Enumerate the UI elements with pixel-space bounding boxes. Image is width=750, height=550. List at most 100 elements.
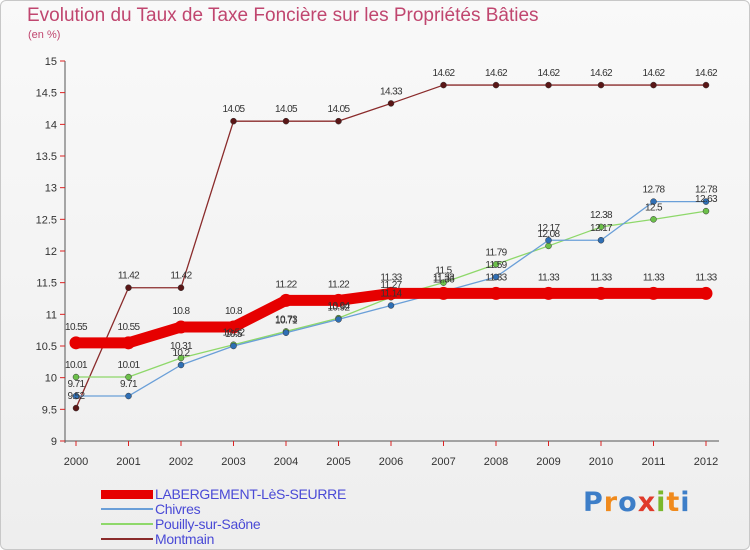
axes: 9 9.5 10 10.5 11 11.5 12 12.5 13 13.5 14 14.5 15 2000…	[36, 56, 719, 468]
data-label: 10.8	[172, 306, 190, 317]
logo-letter: r	[603, 487, 619, 518]
data-label: 12.17	[537, 223, 560, 234]
data-label: 14.62	[485, 68, 508, 79]
data-point	[597, 236, 605, 244]
data-label: 11.79	[485, 247, 507, 258]
data-point	[72, 404, 80, 412]
data-label: 12.5	[645, 202, 663, 213]
data-label: 12.63	[695, 194, 718, 205]
y-tick-label: 13.5	[36, 151, 57, 163]
data-point	[227, 320, 240, 334]
data-label: 14.05	[222, 104, 245, 115]
data-label: 12.08	[537, 229, 560, 240]
data-label: 11.36	[433, 275, 455, 286]
data-point	[647, 286, 660, 300]
data-label: 11.33	[538, 272, 560, 283]
data-point	[597, 81, 605, 89]
data-point	[702, 81, 710, 89]
data-label: 10.94	[327, 301, 350, 312]
y-tick-label: 13	[45, 183, 57, 195]
data-point	[650, 216, 657, 223]
legend-label: Montmain	[155, 531, 215, 547]
data-label: 11.14	[380, 288, 402, 299]
x-tick-label: 2002	[169, 456, 193, 468]
data-label: 11.33	[643, 272, 665, 283]
data-label: 9.52	[67, 391, 85, 402]
data-point	[545, 236, 552, 244]
data-point	[230, 342, 237, 350]
data-point	[699, 286, 713, 300]
data-label: 14.62	[432, 68, 455, 79]
y-tick-label: 14	[45, 119, 57, 131]
data-label: 10.73	[275, 314, 298, 325]
legend-label: Pouilly-sur-Saône	[155, 516, 261, 532]
x-tick-label: 2008	[484, 456, 508, 468]
data-point	[702, 198, 710, 205]
data-point	[387, 100, 395, 107]
data-point	[545, 81, 552, 89]
data-label: 14.62	[537, 68, 560, 79]
data-point	[177, 361, 185, 369]
data-point	[650, 81, 657, 89]
legend-label: Chivres	[155, 501, 201, 517]
data-point	[335, 117, 342, 125]
data-label: 14.62	[590, 68, 613, 79]
y-tick-label: 10.5	[36, 341, 57, 353]
data-label: 14.05	[275, 104, 298, 115]
x-tick-label: 2007	[431, 456, 455, 468]
data-label: 10.55	[117, 322, 140, 333]
data-point	[332, 293, 345, 307]
y-tick-label: 12	[45, 246, 57, 258]
data-point	[545, 242, 552, 250]
x-tick-label: 2011	[642, 456, 666, 468]
logo-letter: x	[637, 487, 657, 518]
data-point	[335, 316, 342, 323]
data-point	[230, 117, 237, 125]
data-label: 11.42	[118, 271, 140, 282]
data-label: 11.33	[433, 272, 455, 283]
data-point	[387, 302, 395, 309]
data-label: 14.62	[695, 68, 718, 79]
y-tick-label: 11	[46, 309, 57, 321]
data-point	[542, 286, 555, 300]
data-point	[125, 284, 132, 291]
data-point	[174, 320, 188, 334]
data-point	[282, 117, 290, 125]
data-label: 11.33	[485, 272, 507, 283]
data-label: 14.62	[642, 68, 665, 79]
data-label: 9.71	[120, 379, 138, 390]
y-tick-label: 9.5	[42, 404, 57, 416]
data-point	[177, 354, 185, 362]
data-label: 11.22	[328, 279, 350, 290]
data-point	[437, 286, 450, 300]
data-label: 10.92	[327, 302, 350, 313]
logo-letter: t	[666, 487, 681, 518]
data-label: 11.33	[695, 272, 717, 283]
y-tick-label: 12.5	[36, 214, 57, 226]
x-tick-label: 2012	[694, 456, 718, 468]
data-point	[177, 284, 185, 291]
x-tick-label: 2004	[274, 456, 298, 468]
data-label: 12.78	[695, 185, 718, 196]
data-label: 11.27	[380, 280, 402, 291]
logo-letter: i	[656, 487, 667, 518]
data-label: 10.01	[117, 360, 140, 371]
y-tick-label: 14.5	[36, 88, 57, 100]
data-point	[69, 336, 83, 350]
data-label: 10.31	[170, 341, 193, 352]
data-point	[279, 293, 293, 307]
data-point	[122, 336, 135, 350]
y-tick-label: 9	[51, 436, 57, 448]
x-tick-label: 2009	[536, 456, 560, 468]
data-point	[650, 198, 657, 205]
data-label: 10.52	[222, 328, 245, 339]
data-label: 12.78	[642, 185, 665, 196]
data-label: 14.05	[327, 104, 350, 115]
data-label: 10.2	[172, 348, 190, 359]
data-point	[384, 286, 398, 300]
y-tick-label: 10	[45, 373, 57, 385]
data-point	[72, 373, 80, 381]
data-point	[440, 81, 447, 89]
